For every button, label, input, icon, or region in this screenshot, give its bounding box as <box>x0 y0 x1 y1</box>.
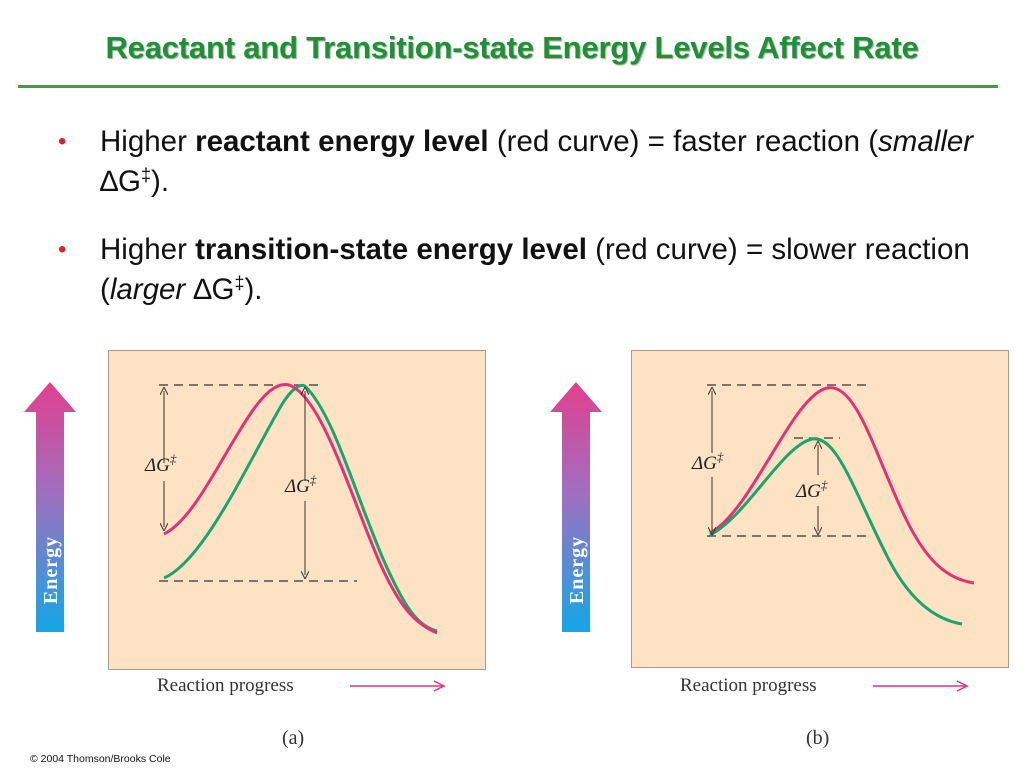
panel-label-b: (b) <box>806 727 830 749</box>
energy-axis-arrow-a: Energy <box>24 382 76 632</box>
bullet-transition-state-energy: • Higher transition-state energy level (… <box>58 230 998 310</box>
bullet-text: ). <box>151 165 170 198</box>
copyright-notice: © 2004 Thomson/Brooks Cole <box>30 753 171 765</box>
energy-diagram-a: ΔG‡ ΔG‡ <box>144 383 438 635</box>
bullet-text: ). <box>244 273 263 306</box>
dagger-superscript: ‡ <box>141 165 152 185</box>
bullet-text: Higher <box>100 233 196 266</box>
delta-g-label: ΔG‡ <box>144 451 177 476</box>
red-energy-curve <box>709 386 975 585</box>
reaction-progress-arrow-a <box>350 680 446 692</box>
green-energy-curve <box>709 437 963 626</box>
delta-g-label: ΔG‡ <box>795 477 828 502</box>
bullet-reactant-energy: • Higher reactant energy level (red curv… <box>58 122 998 202</box>
delta-g-symbol: ∆G <box>185 273 235 306</box>
energy-diagram-panel-b: ΔG‡ ΔG‡ <box>631 350 1009 668</box>
bullet-dot: • <box>58 236 67 263</box>
bullet-italic-term: larger <box>109 273 186 306</box>
red-energy-curve <box>163 383 438 635</box>
dagger-superscript: ‡ <box>234 273 245 293</box>
bullet-italic-term: smaller <box>878 125 974 158</box>
slide-title: Reactant and Transition-state Energy Lev… <box>105 30 919 65</box>
panel-label-a: (a) <box>282 727 305 749</box>
bullet-dot: • <box>58 128 67 155</box>
bullet-text: Higher <box>100 125 196 158</box>
energy-diagram-b: ΔG‡ ΔG‡ <box>691 384 975 626</box>
energy-axis-label: Energy <box>566 536 588 604</box>
x-axis-label-a: Reaction progress <box>157 675 294 696</box>
x-axis-label-b: Reaction progress <box>680 675 817 696</box>
bullet-text: (red curve) = slower reaction ( <box>100 233 970 306</box>
bullet-list: • Higher reactant energy level (red curv… <box>58 122 998 338</box>
energy-axis-label: Energy <box>40 536 62 604</box>
reaction-progress-arrow-b <box>873 680 969 692</box>
delta-g-label: ΔG‡ <box>691 449 724 474</box>
bullet-bold-term: reactant energy level <box>195 125 489 158</box>
delta-g-symbol: ∆G <box>100 165 141 198</box>
energy-diagram-panel-a: ΔG‡ ΔG‡ <box>108 350 486 670</box>
energy-axis-arrow-b: Energy <box>550 382 602 632</box>
bullet-bold-term: transition-state energy level <box>195 233 587 266</box>
delta-g-label: ΔG‡ <box>284 472 317 497</box>
bullet-text: (red curve) = faster reaction ( <box>488 125 879 158</box>
title-divider <box>18 85 998 88</box>
